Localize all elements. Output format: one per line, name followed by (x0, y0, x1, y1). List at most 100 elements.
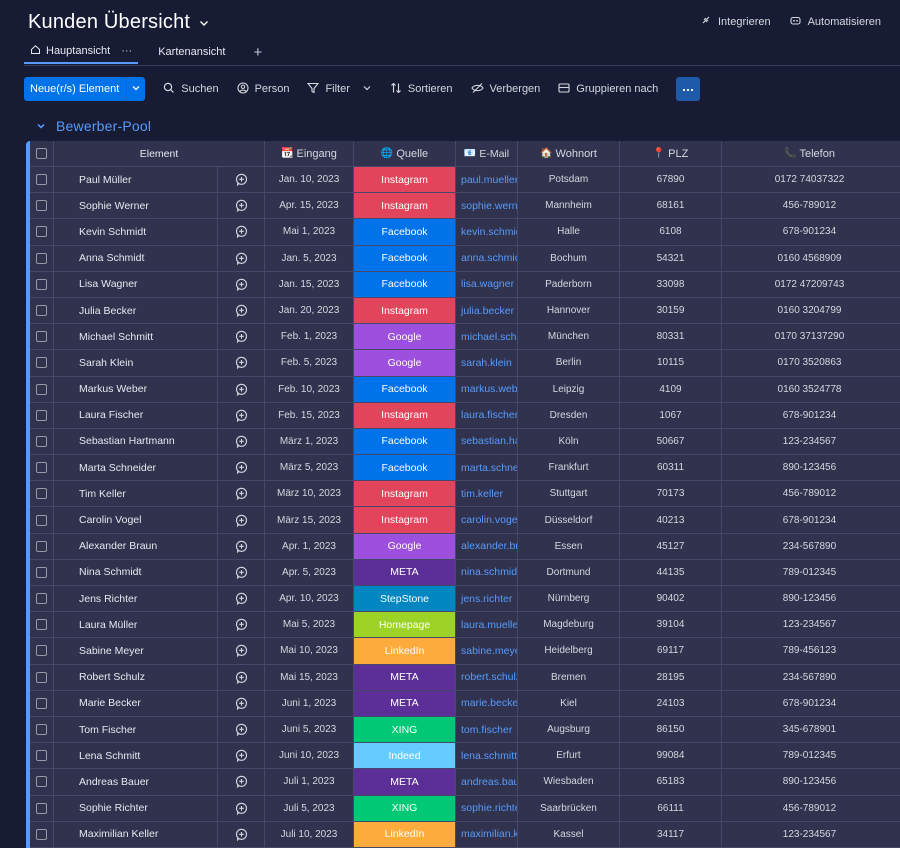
wohnort-cell[interactable]: Saarbrücken (518, 795, 620, 821)
item-name-cell[interactable]: Laura Fischer (54, 402, 218, 428)
row-select-cell[interactable] (30, 167, 54, 193)
row-checkbox[interactable] (36, 488, 47, 500)
wohnort-cell[interactable]: Potsdam (518, 167, 620, 193)
column-header-element[interactable]: Element (54, 141, 265, 166)
plz-cell[interactable]: 50667 (620, 428, 722, 455)
item-name-cell[interactable]: Kevin Schmidt (54, 219, 218, 245)
add-update-icon[interactable] (235, 618, 248, 632)
row-select-cell[interactable] (30, 533, 54, 559)
row-checkbox[interactable] (36, 776, 47, 788)
column-header-wohnort[interactable]: 🏠 Wohnort (518, 141, 620, 166)
email-cell[interactable]: sarah.klein (456, 350, 518, 376)
email-cell[interactable]: maximilian.keller (456, 821, 518, 847)
email-cell[interactable]: laura.mueller (456, 612, 518, 638)
row-select-cell[interactable] (30, 402, 54, 428)
item-update-cell[interactable] (218, 455, 265, 481)
item-update-cell[interactable] (218, 507, 265, 533)
item-name-cell[interactable]: Lisa Wagner (54, 271, 218, 297)
item-update-cell[interactable] (218, 193, 265, 219)
item-name-cell[interactable]: Andreas Bauer (54, 769, 218, 795)
item-name-cell[interactable]: Paul Müller (54, 167, 218, 193)
table-row[interactable]: Marie Becker Juni 1, 2023 META marie.becker… (30, 690, 900, 717)
plz-cell[interactable]: 45127 (620, 533, 722, 559)
quelle-status-cell[interactable]: Facebook (354, 219, 456, 245)
table-row[interactable]: Michael Schmitt Feb. 1, 2023 Google michael… (30, 324, 900, 351)
plz-cell[interactable]: 80331 (620, 324, 722, 350)
item-name-cell[interactable]: Maximilian Keller (54, 821, 218, 847)
telefon-cell[interactable]: 0170 37137290 (774, 331, 845, 343)
plz-cell[interactable]: 99084 (620, 743, 722, 769)
row-checkbox[interactable] (36, 566, 47, 578)
quelle-status-cell[interactable]: LinkedIn (354, 638, 456, 664)
select-all-checkbox[interactable] (36, 148, 47, 159)
row-checkbox[interactable] (36, 802, 47, 814)
add-update-icon[interactable] (235, 383, 248, 396)
telefon-cell[interactable]: 890-123456 (782, 776, 837, 788)
item-update-cell[interactable] (218, 664, 265, 690)
table-row[interactable]: Laura Müller Mai 5, 2023 Homepage laura.mue… (30, 612, 900, 639)
select-all-cell[interactable] (30, 141, 54, 166)
column-header-plz[interactable]: 📍 PLZ (620, 141, 722, 166)
add-update-icon[interactable] (235, 775, 248, 789)
item-name-cell[interactable]: Sophie Werner (54, 193, 218, 219)
wohnort-cell[interactable]: Frankfurt (518, 455, 620, 481)
quelle-status-cell[interactable]: StepStone (354, 586, 456, 612)
wohnort-cell[interactable]: Kassel (518, 821, 620, 847)
quelle-status-cell[interactable]: Facebook (354, 245, 456, 271)
row-checkbox[interactable] (36, 357, 47, 369)
item-update-cell[interactable] (218, 533, 265, 559)
plz-cell[interactable]: 40213 (620, 507, 722, 533)
wohnort-cell[interactable]: Köln (518, 428, 620, 455)
eingang-cell[interactable]: März 1, 2023 (265, 428, 354, 455)
email-cell[interactable]: lena.schmitt (456, 743, 518, 769)
add-update-icon[interactable] (235, 723, 248, 737)
email-cell[interactable]: julia.becker (456, 297, 518, 324)
item-update-cell[interactable] (218, 638, 265, 664)
item-name-cell[interactable]: Tim Keller (54, 481, 218, 507)
item-name-cell[interactable]: Nina Schmidt (54, 559, 218, 585)
table-row[interactable]: Laura Fischer Feb. 15, 2023 Instagram laura… (30, 402, 900, 429)
plz-cell[interactable]: 33098 (620, 271, 722, 297)
plz-cell[interactable]: 67890 (620, 167, 722, 193)
telefon-cell[interactable]: 456-789012 (782, 802, 837, 814)
quelle-status-cell[interactable]: XING (354, 716, 456, 743)
row-select-cell[interactable] (30, 795, 54, 821)
row-checkbox[interactable] (36, 514, 47, 526)
row-select-cell[interactable] (30, 455, 54, 481)
item-update-cell[interactable] (218, 219, 265, 245)
plz-cell[interactable]: 65183 (620, 769, 722, 795)
telefon-cell[interactable]: 123-234567 (782, 619, 837, 631)
email-cell[interactable]: sophie.richter (456, 795, 518, 821)
table-row[interactable]: Lisa Wagner Jan. 15, 2023 Facebook lisa.wag… (30, 271, 900, 298)
row-checkbox[interactable] (36, 540, 47, 552)
column-header-eingang[interactable]: 📆 Eingang (265, 141, 354, 166)
wohnort-cell[interactable]: Essen (518, 533, 620, 559)
row-checkbox[interactable] (36, 671, 47, 683)
eingang-cell[interactable]: Juni 10, 2023 (265, 743, 354, 769)
eingang-cell[interactable]: Jan. 20, 2023 (265, 297, 354, 324)
table-row[interactable]: Robert Schulz Mai 15, 2023 META robert.schu… (30, 664, 900, 691)
row-checkbox[interactable] (36, 409, 47, 421)
email-cell[interactable]: sebastian.hartmann (456, 428, 518, 455)
row-checkbox[interactable] (36, 200, 47, 212)
quelle-status-cell[interactable]: META (354, 559, 456, 585)
row-select-cell[interactable] (30, 612, 54, 638)
row-select-cell[interactable] (30, 559, 54, 585)
table-row[interactable]: Alexander Braun Apr. 1, 2023 Google alexand… (30, 533, 900, 560)
wohnort-cell[interactable]: Magdeburg (518, 612, 620, 638)
eingang-cell[interactable]: Feb. 1, 2023 (265, 324, 354, 350)
telefon-cell[interactable]: 789-012345 (782, 750, 837, 762)
wohnort-cell[interactable]: Bremen (518, 664, 620, 690)
email-cell[interactable]: marie.becker (456, 690, 518, 716)
wohnort-cell[interactable]: Leipzig (518, 376, 620, 402)
row-checkbox[interactable] (36, 305, 47, 317)
plz-cell[interactable]: 69117 (620, 638, 722, 664)
email-cell[interactable]: marta.schneider (456, 455, 518, 481)
quelle-status-cell[interactable]: Google (354, 533, 456, 559)
row-select-cell[interactable] (30, 586, 54, 612)
item-update-cell[interactable] (218, 769, 265, 795)
item-update-cell[interactable] (218, 271, 265, 297)
eingang-cell[interactable]: März 15, 2023 (265, 507, 354, 533)
row-checkbox[interactable] (36, 331, 47, 343)
eingang-cell[interactable]: Feb. 10, 2023 (265, 376, 354, 402)
